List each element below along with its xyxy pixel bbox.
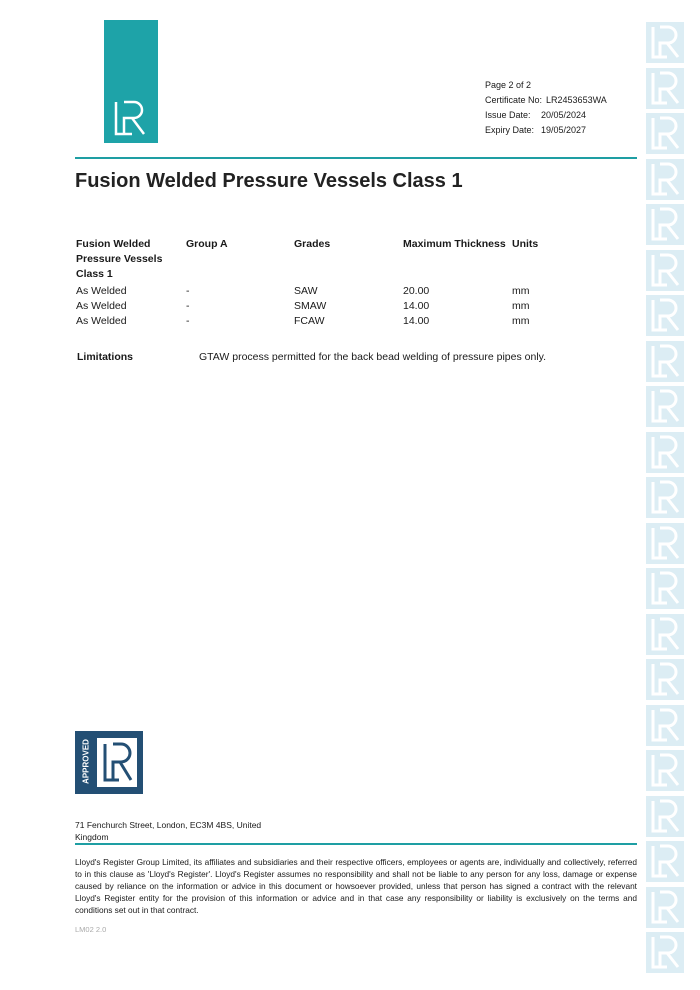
header-cell: Grades	[294, 238, 331, 250]
header-divider	[75, 157, 637, 159]
cell: -	[186, 300, 190, 312]
cell: mm	[512, 300, 530, 312]
header-cell: Fusion Welded Pressure Vessels Class 1	[76, 238, 163, 280]
lr-watermark-tile-icon	[646, 750, 684, 791]
limitations-label: Limitations	[77, 351, 134, 363]
cell: SAW	[294, 285, 318, 297]
disclaimer: Lloyd's Register Group Limited, its affi…	[75, 857, 637, 915]
cell: As Welded	[76, 285, 127, 297]
cell: 14.00	[403, 300, 430, 312]
expiry-date-label: Expiry Date:	[485, 125, 535, 135]
lr-watermark-tile-icon	[646, 704, 684, 746]
certificate-label: Certificate No:	[485, 95, 543, 105]
footer-divider	[75, 843, 637, 845]
issue-date-label: Issue Date:	[485, 110, 531, 120]
header-cell: Group A	[186, 238, 228, 250]
lr-mark-icon	[103, 742, 133, 782]
lr-watermark-tile-icon	[646, 932, 684, 973]
approved-text: APPROVED	[81, 739, 91, 784]
expiry-date: 19/05/2027	[541, 125, 587, 135]
page-number: Page 2 of 2	[485, 80, 532, 90]
limitations-text: GTAW process permitted for the back bead…	[199, 351, 547, 363]
lr-logo	[104, 20, 158, 143]
cell: mm	[512, 285, 530, 297]
approved-lr-mark	[97, 738, 137, 787]
cell: As Welded	[76, 300, 127, 312]
lr-watermark-tile-icon	[646, 841, 684, 882]
lr-watermark-tile-icon	[646, 477, 684, 518]
cell: mm	[512, 315, 530, 327]
lr-watermark-tile-icon	[646, 204, 684, 245]
lr-watermark-tile-icon	[646, 431, 684, 473]
cell: -	[186, 285, 190, 297]
lr-watermark-tile-icon	[646, 340, 684, 382]
lr-watermark-tile-icon	[646, 22, 684, 63]
lr-approved-logo: APPROVED	[75, 731, 143, 794]
approval-table: Fusion Welded Pressure Vessels Class 1 G…	[74, 237, 554, 329]
cell: SMAW	[294, 300, 327, 312]
form-code: LM02 2.0	[75, 925, 107, 934]
lr-watermark-tile-icon	[646, 522, 684, 564]
table-row: As Welded - SAW 20.00 mm	[74, 284, 554, 299]
table-row: As Welded - SMAW 14.00 mm	[74, 299, 554, 314]
header-cell: Maximum Thickness	[403, 238, 506, 250]
table-header-row: Fusion Welded Pressure Vessels Class 1 G…	[74, 237, 554, 284]
lr-watermark-tile-icon	[646, 113, 684, 154]
lr-watermark-tile-icon	[646, 295, 684, 336]
cell: -	[186, 315, 190, 327]
cell: 14.00	[403, 315, 430, 327]
cell: FCAW	[294, 315, 325, 327]
page-title: Fusion Welded Pressure Vessels Class 1	[75, 170, 463, 192]
certificate-number: LR2453653WA	[546, 95, 607, 105]
table-row: As Welded - FCAW 14.00 mm	[74, 314, 554, 329]
lr-watermark-tile-icon	[646, 386, 684, 427]
lr-watermark-tile-icon	[646, 886, 684, 928]
lr-watermark-tile-icon	[646, 249, 684, 291]
address: 71 Fenchurch Street, London, EC3M 4BS, U…	[75, 820, 262, 842]
cell: 20.00	[403, 285, 430, 297]
issue-date: 20/05/2024	[541, 110, 587, 120]
lr-watermark-tile-icon	[646, 568, 684, 609]
lr-watermark-tile-icon	[646, 158, 684, 200]
lr-logo-icon	[114, 100, 145, 136]
cell: As Welded	[76, 315, 127, 327]
lr-watermark-strip	[646, 22, 686, 978]
lr-watermark-tile-icon	[646, 67, 684, 109]
lr-watermark-tile-icon	[646, 795, 684, 837]
header-cell: Units	[512, 238, 539, 250]
lr-watermark-tile-icon	[646, 613, 684, 655]
certificate-meta: Page 2 of 2 Certificate No: LR2453653WA I…	[485, 78, 607, 138]
lr-watermark-tile-icon	[646, 659, 684, 700]
